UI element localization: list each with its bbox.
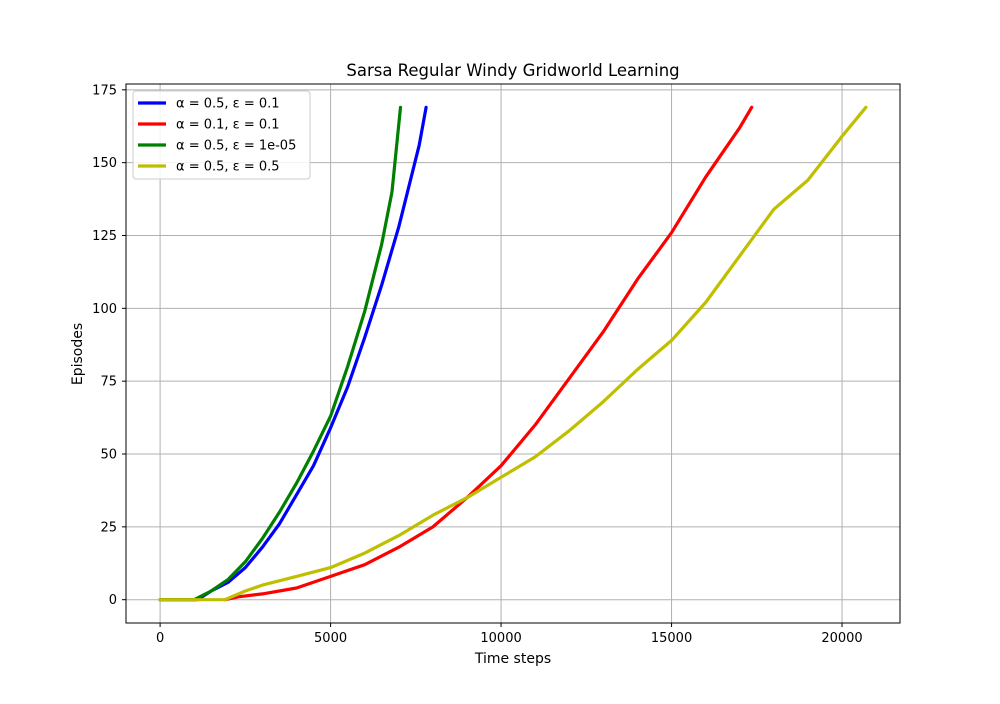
series-line-4 — [158, 105, 868, 602]
series-layer — [158, 105, 868, 602]
series-line-3 — [158, 105, 403, 602]
plot-frame — [125, 83, 901, 624]
y-tick-label: 125 — [92, 229, 117, 244]
y-tick-label: 75 — [100, 375, 117, 390]
x-tick-label: 15000 — [651, 631, 692, 646]
legend-label-1: α = 0.5, ε = 0.1 — [176, 97, 280, 112]
y-tick-label: 25 — [100, 520, 117, 535]
legend: α = 0.5, ε = 0.1 α = 0.1, ε = 0.1 α = 0.5,… — [132, 90, 311, 180]
series-line-2 — [223, 105, 754, 602]
legend-label-4: α = 0.5, ε = 0.5 — [176, 160, 280, 175]
legend-entries: α = 0.5, ε = 0.1 α = 0.1, ε = 0.1 α = 0.5,… — [138, 97, 296, 175]
legend-label-2: α = 0.1, ε = 0.1 — [176, 118, 280, 133]
x-tick-label: 20000 — [821, 631, 862, 646]
y-tick-label: 100 — [92, 302, 117, 317]
legend-box — [132, 90, 311, 180]
x-tick-layer: 0 5000 10000 15000 20000 — [156, 623, 863, 646]
y-tick-label: 50 — [100, 448, 117, 463]
y-axis-label: Episodes — [70, 323, 86, 385]
x-tick-label: 0 — [156, 631, 164, 646]
y-tick-label: 175 — [92, 83, 117, 98]
x-tick-label: 10000 — [480, 631, 521, 646]
y-tick-layer: 0 25 50 75 100 125 150 175 — [92, 83, 126, 608]
x-tick-label: 5000 — [314, 631, 347, 646]
grid-layer — [126, 84, 900, 623]
y-tick-label: 0 — [109, 593, 117, 608]
legend-label-3: α = 0.5, ε = 1e-05 — [176, 139, 296, 154]
x-axis-label: Time steps — [474, 651, 551, 667]
y-tick-label: 150 — [92, 156, 117, 171]
chart-title: Sarsa Regular Windy Gridworld Learning — [346, 61, 679, 80]
